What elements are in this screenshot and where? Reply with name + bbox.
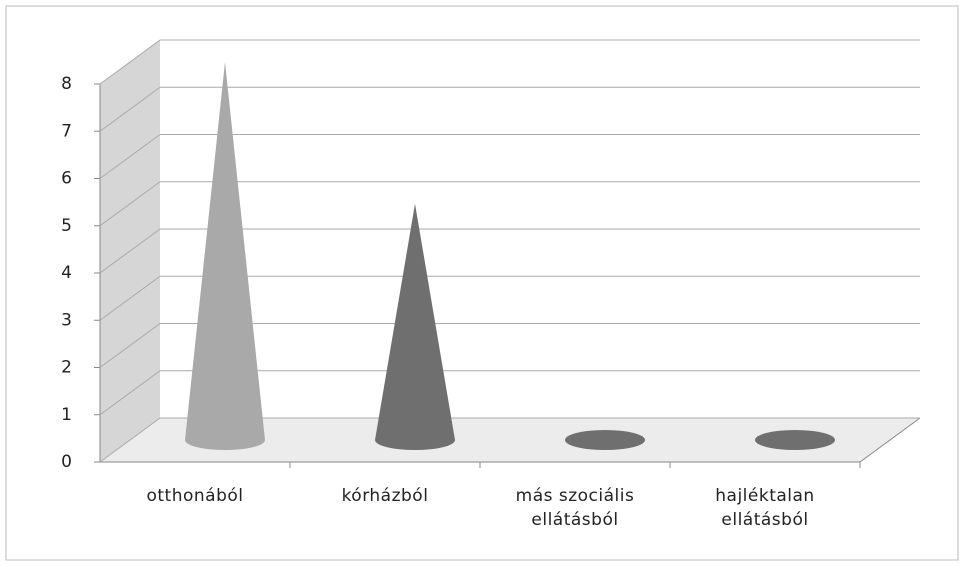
cone [375,203,455,450]
cone [565,430,645,450]
x-tick-label: hajléktalan ellátásból [715,486,815,530]
grid-line-side [99,370,161,416]
grid-line-side [99,86,161,132]
cone [755,430,835,450]
cone [185,62,265,450]
grid-line-side [99,134,161,179]
y-tick-label: 6 [61,169,72,189]
x-tick-label: kórházból [341,486,429,506]
y-tick-label: 1 [61,405,72,425]
grid-line-side [99,275,161,321]
y-tick-label: 3 [61,310,72,330]
y-tick-label: 7 [61,121,72,141]
grid-line-side [99,228,161,274]
grid-line-side [99,39,161,85]
y-tick-label: 8 [61,74,72,94]
grid-line-side [99,323,161,368]
grid-line-side [99,181,161,227]
y-tick-label: 4 [61,263,72,283]
floor [100,418,920,462]
x-tick-label: más szociális ellátásból [515,486,635,530]
floor-edge [859,417,921,463]
y-tick-label: 5 [61,216,72,236]
y-tick-label: 0 [61,452,72,472]
chart-border [5,5,959,561]
grid-line-side [99,417,161,463]
x-tick-label: otthonából [146,486,244,506]
y-tick-label: 2 [61,358,72,378]
